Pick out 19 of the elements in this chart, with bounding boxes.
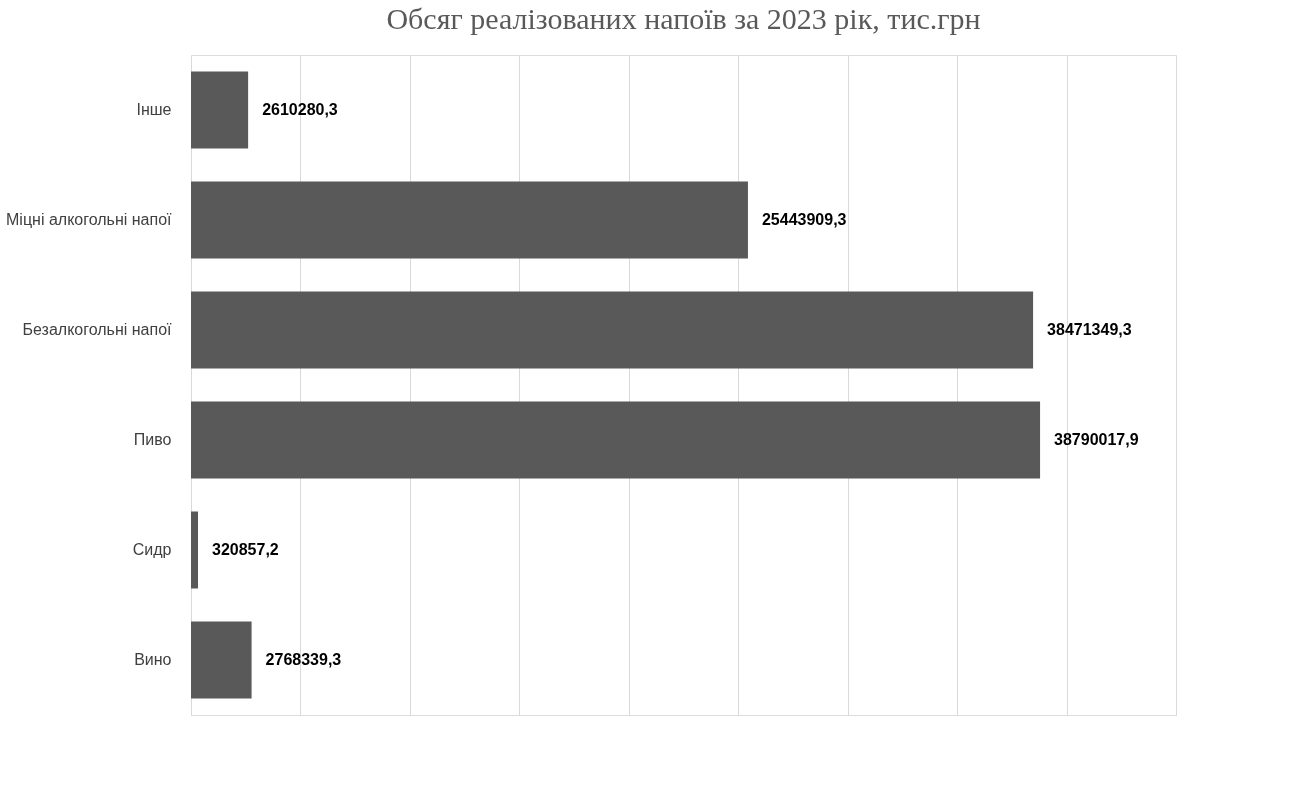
y-tick-label: Інше xyxy=(136,101,172,118)
data-label: 38471349,3 xyxy=(1047,321,1132,338)
y-tick-label: Сидр xyxy=(132,541,172,558)
bar xyxy=(191,291,1034,369)
chart-title: Обсяг реалізованих напоїв за 2023 рік, тис.грн xyxy=(386,2,981,35)
bar xyxy=(191,621,252,699)
y-tick-label: Міцні алкогольні напої xyxy=(6,211,173,228)
bar xyxy=(191,181,748,259)
data-label: 2610280,3 xyxy=(262,101,338,118)
bar xyxy=(191,401,1041,479)
bar xyxy=(191,511,199,589)
y-tick-label: Вино xyxy=(134,651,172,668)
y-tick-label: Безалкогольні напої xyxy=(22,321,173,338)
y-tick-label: Пиво xyxy=(133,431,172,448)
data-label: 25443909,3 xyxy=(761,211,847,228)
data-label: 2768339,3 xyxy=(265,651,342,668)
data-label: 320857,2 xyxy=(212,541,279,558)
data-label: 38790017,9 xyxy=(1054,431,1139,448)
bar xyxy=(191,71,249,149)
